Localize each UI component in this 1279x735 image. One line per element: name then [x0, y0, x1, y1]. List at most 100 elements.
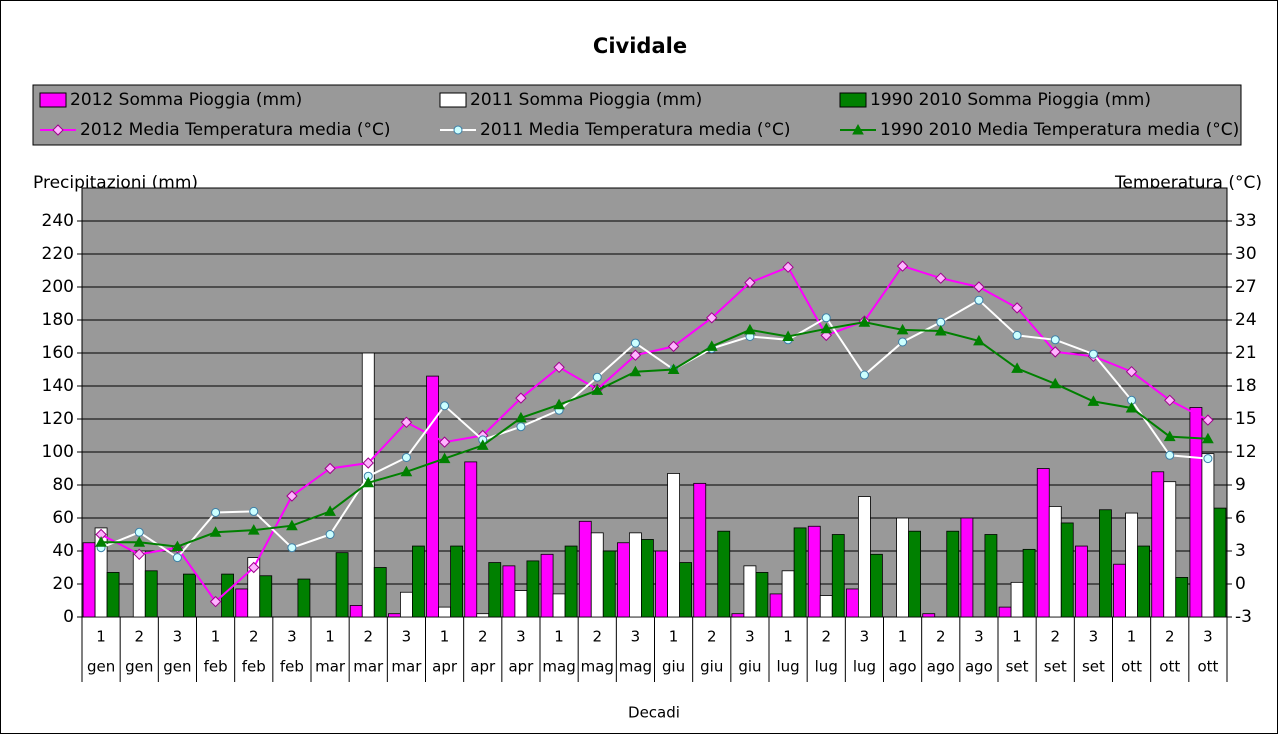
y-tick-label: 160: [42, 343, 74, 363]
marker: [400, 416, 413, 429]
bar: [858, 496, 871, 618]
x-tick-label: 2: [249, 628, 259, 646]
x-tick-label: 2: [1165, 628, 1175, 646]
legend-label: 2011 Somma Pioggia (mm): [470, 90, 702, 110]
x-tick-label: 3: [173, 628, 183, 646]
x-group-label: mag: [619, 658, 652, 676]
y-tick-label: 200: [42, 277, 74, 297]
legend-label: 1990 2010 Media Temperatura media (°C): [880, 120, 1239, 140]
bar: [183, 573, 196, 618]
marker: [324, 505, 336, 516]
bar: [488, 562, 502, 618]
bar: [998, 606, 1012, 618]
marker: [935, 272, 947, 284]
marker: [1203, 454, 1213, 464]
bar: [946, 530, 960, 618]
x-group-label: apr: [508, 658, 534, 676]
bar: [1163, 481, 1177, 618]
x-group-label: gen: [125, 658, 153, 676]
bar: [514, 590, 528, 618]
bar: [502, 565, 516, 618]
marker: [1165, 450, 1175, 460]
marker: [438, 436, 451, 448]
marker: [667, 340, 680, 353]
marker: [1125, 401, 1138, 413]
marker: [209, 526, 222, 537]
marker: [95, 536, 107, 547]
x-group-label: mag: [581, 658, 614, 676]
bar: [617, 542, 630, 618]
marker: [859, 370, 869, 380]
x-tick-label: 1: [669, 628, 679, 646]
bar: [629, 532, 642, 618]
x-group-label: ago: [965, 658, 993, 676]
bar: [1036, 468, 1050, 618]
x-group-label: apr: [432, 658, 458, 676]
x-tick-label: 1: [1012, 628, 1022, 646]
x-tick-label: 1: [325, 628, 335, 646]
marker: [1011, 302, 1023, 314]
bar: [1137, 545, 1150, 618]
bar: [438, 606, 451, 618]
x-tick-label: 2: [134, 628, 144, 646]
bar: [297, 578, 311, 618]
x-group-label: apr: [470, 658, 496, 676]
marker: [744, 323, 756, 335]
marker: [52, 124, 64, 136]
marker: [973, 334, 985, 346]
bar: [144, 570, 158, 618]
marker: [896, 260, 909, 272]
x-tick-label: 2: [478, 628, 488, 646]
legend-item: 1990 2010 Media Temperatura media (°C): [840, 120, 1239, 140]
legend-box: [32, 84, 1242, 146]
marker: [667, 363, 680, 374]
marker: [898, 337, 908, 347]
x-group-label: mar: [353, 658, 384, 676]
bar: [132, 550, 146, 618]
x-tick-label: 1: [1127, 628, 1137, 646]
marker: [706, 312, 718, 324]
bar: [373, 567, 387, 618]
bar: [235, 588, 249, 618]
y-tick-label: 180: [42, 310, 74, 330]
bar: [349, 605, 363, 618]
x-tick-label: 1: [440, 628, 450, 646]
x-group-label: giu: [662, 658, 685, 676]
bar: [1201, 453, 1215, 618]
y2-tick-label: 24: [1235, 310, 1257, 330]
marker: [515, 392, 527, 404]
x-tick-label: 3: [516, 628, 526, 646]
bar: [667, 473, 680, 618]
x-group-label: ott: [1159, 658, 1180, 676]
y2-tick-label: 33: [1235, 211, 1257, 231]
marker: [476, 439, 489, 450]
legend-item: 2012 Media Temperatura media (°C): [40, 120, 391, 140]
x-tick-label: 1: [211, 628, 221, 646]
y-tick-label: 100: [42, 442, 74, 462]
bar: [846, 588, 859, 618]
bar: [1113, 563, 1126, 618]
legend-label: 2011 Media Temperatura media (°C): [480, 120, 791, 140]
marker: [1202, 432, 1214, 444]
marker: [1125, 365, 1138, 378]
marker: [592, 372, 602, 382]
bar: [106, 572, 120, 618]
marker: [515, 411, 527, 423]
y2-tick-label: 15: [1235, 409, 1257, 429]
x-tick-label: 2: [1050, 628, 1060, 646]
bar: [743, 565, 757, 618]
chart-title: Cividale: [593, 34, 687, 58]
x-axis-label: Decadi: [628, 704, 680, 722]
x-tick-label: 2: [363, 628, 373, 646]
marker: [362, 476, 375, 488]
bar: [717, 530, 731, 618]
x-group-label: lug: [853, 658, 876, 676]
marker: [324, 462, 336, 475]
bar: [693, 482, 707, 618]
bar: [793, 527, 807, 618]
marker: [1088, 349, 1098, 359]
y2-tick-label: 30: [1235, 244, 1257, 264]
bar: [908, 530, 921, 618]
marker: [852, 123, 864, 135]
marker: [782, 261, 794, 273]
